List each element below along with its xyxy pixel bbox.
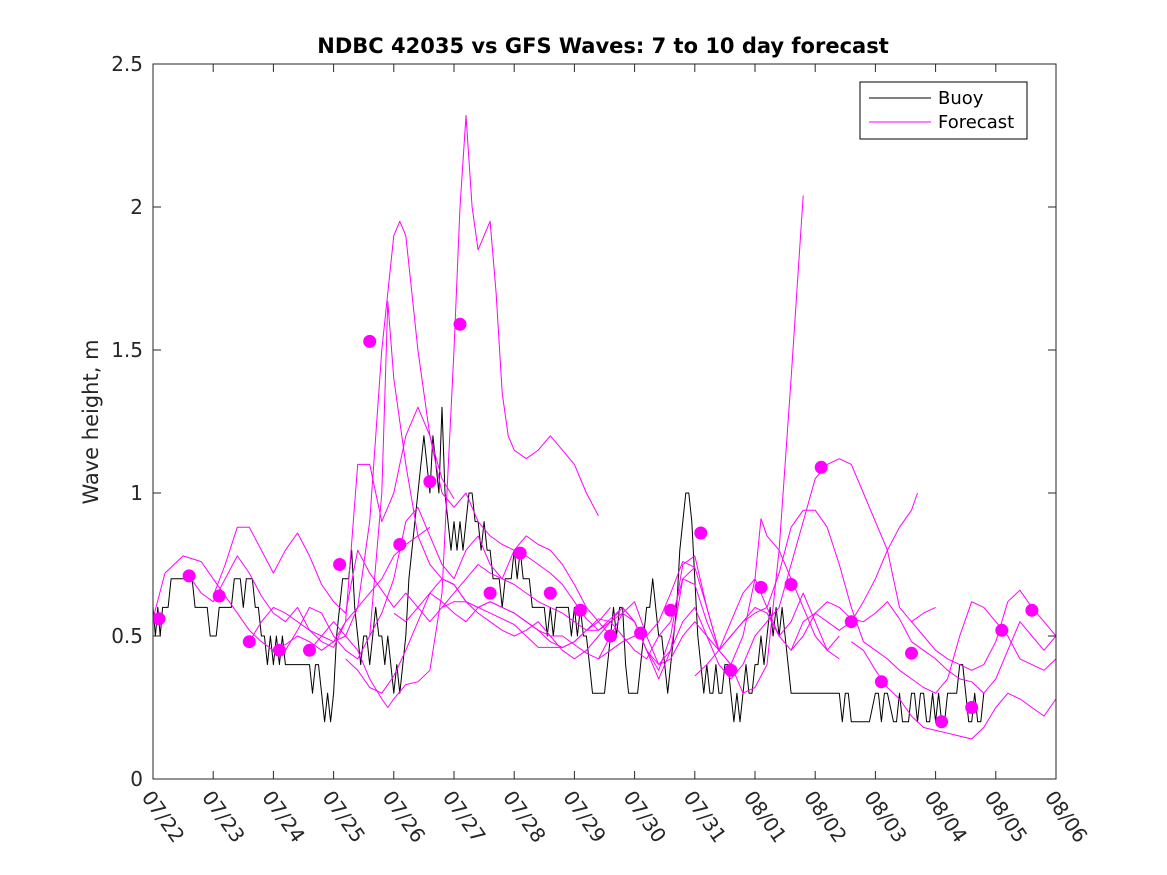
y-tick-label-5: 2.5 — [111, 52, 143, 76]
forecast-line-13 — [790, 601, 1056, 694]
forecast-line-10 — [441, 458, 936, 680]
forecast-marker-8 — [363, 334, 377, 348]
forecast-marker-19 — [694, 526, 708, 540]
axes-box — [152, 63, 1057, 780]
forecast-marker-21 — [754, 580, 768, 594]
legend-box — [859, 81, 1028, 140]
series-group — [153, 115, 1056, 740]
forecast-marker-25 — [874, 675, 888, 689]
forecast-marker-2 — [182, 569, 196, 583]
forecast-marker-28 — [965, 701, 979, 714]
y-tick-label-1: 0.5 — [111, 624, 143, 648]
y-tick-label-2: 1 — [130, 481, 143, 505]
forecast-line-1 — [153, 526, 431, 651]
forecast-line-6 — [309, 115, 599, 708]
forecast-line-4 — [248, 220, 611, 643]
forecast-marker-30 — [1025, 603, 1039, 617]
forecast-marker-22 — [784, 578, 798, 591]
forecast-marker-13 — [513, 546, 527, 560]
forecast-marker-1 — [153, 612, 166, 626]
forecast-marker-27 — [935, 715, 949, 729]
forecast-line-11 — [598, 509, 1056, 694]
forecast-marker-7 — [333, 558, 347, 571]
forecast-marker-29 — [995, 623, 1009, 637]
forecast-marker-6 — [303, 643, 316, 657]
legend: Buoy Forecast — [859, 81, 1028, 140]
forecast-line-12 — [694, 492, 918, 677]
y-tick-label-3: 1.5 — [111, 338, 143, 362]
y-tick-label-0: 0 — [130, 767, 143, 791]
forecast-marker-18 — [664, 603, 678, 617]
forecast-marker-9 — [393, 538, 407, 551]
forecast-marker-23 — [814, 460, 828, 474]
forecast-marker-11 — [453, 317, 467, 331]
forecast-line-3 — [212, 526, 611, 648]
forecast-marker-10 — [423, 475, 437, 489]
forecast-marker-4 — [242, 635, 256, 649]
forecast-marker-5 — [272, 643, 286, 657]
forecast-marker-15 — [573, 603, 587, 617]
plot-area — [153, 115, 1056, 740]
forecast-marker-16 — [604, 629, 617, 643]
forecast-line-2 — [188, 406, 455, 648]
chart-title: NDBC 42035 vs GFS Waves: 7 to 10 day for… — [317, 34, 888, 58]
buoy-line — [153, 406, 985, 723]
forecast-marker-26 — [905, 646, 918, 660]
forecast-marker-12 — [483, 586, 497, 600]
forecast-marker-14 — [543, 586, 557, 600]
y-tick-label-4: 2 — [130, 195, 143, 219]
y-axis-label: Wave height, m — [79, 339, 103, 504]
forecast-marker-17 — [634, 626, 648, 640]
forecast-marker-3 — [212, 589, 226, 603]
legend-forecast-label: Forecast — [938, 112, 1014, 133]
forecast-marker-24 — [844, 615, 858, 629]
forecast-marker-20 — [724, 663, 738, 677]
legend-buoy-label: Buoy — [938, 88, 984, 109]
